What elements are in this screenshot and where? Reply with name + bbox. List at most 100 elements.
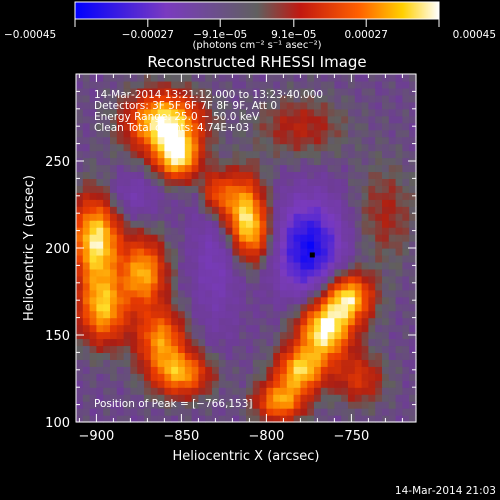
heatmap-cell [137, 143, 145, 152]
heatmap-cell [116, 303, 125, 312]
heatmap-cell [123, 408, 131, 416]
heatmap-cell [307, 366, 315, 374]
heatmap-cell [314, 115, 322, 124]
heatmap-cell [205, 394, 213, 402]
heatmap-cell [280, 122, 288, 131]
heatmap-cell [388, 94, 397, 103]
heatmap-cell [82, 185, 91, 193]
heatmap-cell [137, 310, 145, 319]
heatmap-cell [280, 87, 288, 96]
heatmap-cell [348, 352, 356, 360]
heatmap-cell [293, 129, 301, 138]
heatmap-cell [218, 317, 227, 326]
heatmap-cell [103, 122, 111, 131]
heatmap-cell [286, 94, 295, 103]
heatmap-cell [341, 415, 349, 423]
heatmap-cell [205, 227, 213, 235]
heatmap-cell [150, 408, 159, 416]
heatmap-cell [300, 401, 308, 409]
heatmap-cell [314, 199, 322, 207]
heatmap-cell [266, 227, 274, 235]
heatmap-cell [286, 387, 295, 395]
heatmap-cell [103, 143, 111, 152]
heatmap-cell [327, 338, 335, 347]
heatmap-cell [354, 248, 363, 256]
heatmap-cell [327, 143, 335, 152]
heatmap-cell [402, 352, 410, 360]
heatmap-cell [246, 129, 254, 138]
heatmap-cell [320, 178, 329, 186]
heatmap-cell [409, 185, 417, 193]
heatmap-cell [205, 199, 213, 207]
heatmap-cell [334, 87, 342, 96]
heatmap-cell [395, 94, 403, 103]
heatmap-cell [375, 415, 383, 423]
heatmap-cell [198, 94, 206, 103]
heatmap-cell [327, 261, 335, 270]
heatmap-cell [184, 171, 193, 179]
heatmap-cell [259, 122, 267, 131]
heatmap-cell [382, 324, 390, 333]
heatmap-cell [348, 136, 356, 145]
heatmap-cell [191, 268, 199, 277]
heatmap-cell [280, 331, 288, 340]
heatmap-cell [89, 87, 97, 96]
heatmap-cell [171, 415, 179, 423]
heatmap-cell [314, 122, 322, 131]
heatmap-cell [388, 136, 397, 145]
heatmap-cell [171, 143, 179, 152]
heatmap-cell [184, 234, 193, 242]
heatmap-cell [191, 352, 199, 360]
heatmap-cell [198, 268, 206, 277]
heatmap-cell [157, 234, 165, 242]
heatmap-cell [402, 331, 410, 340]
heatmap-cell [280, 220, 288, 228]
heatmap-cell [89, 115, 97, 124]
heatmap-cell [280, 241, 288, 249]
heatmap-cell [164, 136, 172, 145]
heatmap-cell [205, 248, 213, 256]
heatmap-cell [409, 310, 417, 319]
heatmap-cell [212, 241, 220, 249]
heatmap-cell [239, 178, 247, 186]
heatmap-cell [259, 394, 267, 402]
heatmap-cell [252, 94, 261, 103]
heatmap-cell [259, 220, 267, 228]
heatmap-cell [368, 303, 376, 312]
heatmap-cell [239, 359, 247, 367]
heatmap-cell [157, 171, 165, 179]
heatmap-cell [409, 289, 417, 298]
heatmap-cell [375, 324, 383, 333]
heatmap-cell [225, 310, 233, 319]
heatmap-cell [368, 199, 376, 207]
heatmap-cell [212, 268, 220, 277]
heatmap-cell [225, 366, 233, 374]
heatmap-cell [388, 261, 397, 270]
heatmap-cell [314, 136, 322, 145]
heatmap-cell [205, 150, 213, 159]
heatmap-cell [246, 324, 254, 333]
heatmap-cell [354, 373, 363, 381]
heatmap-cell [191, 289, 199, 298]
heatmap-cell [96, 282, 104, 291]
heatmap-cell [123, 324, 131, 333]
heatmap-cell [246, 261, 254, 270]
heatmap-cell [178, 234, 186, 242]
heatmap-cell [300, 101, 308, 110]
heatmap-cell [280, 150, 288, 159]
heatmap-cell [137, 324, 145, 333]
heatmap-cell [116, 101, 125, 110]
heatmap-cell [354, 157, 363, 166]
heatmap-cell [89, 415, 97, 423]
heatmap-cell [184, 129, 193, 138]
heatmap-cell [348, 108, 356, 117]
heatmap-cell [314, 359, 322, 367]
heatmap-cell [348, 220, 356, 228]
heatmap-cell [341, 373, 349, 381]
heatmap-cell [157, 317, 165, 326]
heatmap-cell [144, 80, 152, 89]
heatmap-cell [314, 206, 322, 214]
heatmap-cell [130, 275, 138, 284]
heatmap-cell [402, 94, 410, 103]
heatmap-cell [123, 268, 131, 277]
